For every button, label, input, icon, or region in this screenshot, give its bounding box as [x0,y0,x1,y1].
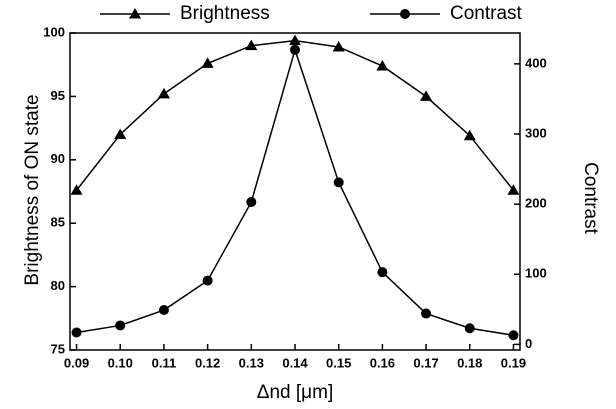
marker [332,40,345,52]
marker [114,128,127,139]
y2-tick-label: 200 [525,196,547,211]
marker [290,44,300,55]
marker [245,39,258,51]
x-tick-label: 0.12 [195,355,220,370]
x-tick-label: 0.09 [64,355,89,370]
legend-label: Brightness [180,3,270,24]
x-tick-label: 0.10 [108,355,133,370]
y-tick-label: 75 [51,341,65,356]
series-line [76,47,514,337]
legend-label: Contrast [450,3,523,24]
plot-frame [69,32,521,351]
marker [464,323,475,334]
series-line [75,39,515,191]
marker [421,308,432,319]
y-tick-label: 100 [43,24,65,39]
marker [115,320,126,331]
legend-marker [400,9,410,19]
x-tick-label: 0.14 [282,355,308,370]
marker [376,59,389,71]
marker [420,90,433,101]
y2-tick-label: 0 [525,336,532,351]
legend-marker [129,8,141,19]
marker [333,177,344,188]
marker [158,305,169,316]
marker [157,87,170,99]
y2-axis-label: Contrast [580,162,601,235]
x-tick-label: 0.13 [239,355,264,370]
x-tick-label: 0.11 [152,355,177,370]
marker [289,34,301,46]
marker [463,129,476,141]
x-tick-label: 0.19 [501,355,526,370]
y-tick-label: 85 [51,215,65,230]
marker [201,57,214,68]
marker [71,327,82,338]
marker [377,267,388,278]
marker [70,184,83,195]
x-axis-label: Δnd [μm] [257,382,333,403]
marker [202,275,213,286]
y2-tick-label: 300 [525,125,547,140]
x-tick-label: 0.18 [457,355,482,370]
y2-tick-label: 100 [525,266,547,281]
marker [508,330,519,341]
marker [246,197,257,208]
x-tick-label: 0.15 [326,355,351,370]
y-axis-label: Brightness of ON state [22,94,43,285]
x-tick-label: 0.17 [413,355,438,370]
x-tick-label: 0.16 [370,355,395,370]
y-tick-label: 95 [51,88,65,103]
marker [507,184,520,195]
y2-tick-label: 400 [525,55,547,70]
y-tick-label: 90 [51,151,65,166]
y-tick-label: 80 [51,278,65,293]
